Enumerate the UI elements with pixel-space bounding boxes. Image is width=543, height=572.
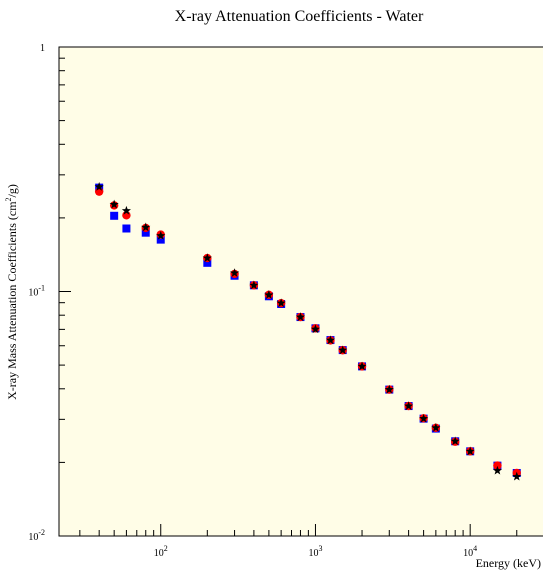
point-square — [141, 228, 150, 237]
tick-labels: 102 103 104 10-2 10-1 1 — [28, 43, 477, 559]
point-star — [94, 182, 104, 191]
axis-ticks — [59, 46, 518, 537]
point-circle — [493, 461, 502, 470]
y-axis-label-tail: /g) — [5, 184, 19, 197]
point-square — [203, 258, 212, 267]
point-star — [338, 345, 348, 355]
x-axis-label: Energy (keV) — [476, 556, 541, 570]
point-star — [465, 446, 475, 456]
point-star — [202, 253, 212, 262]
point-star — [357, 361, 367, 371]
point-star — [384, 384, 394, 394]
y-tick-label: 1 — [40, 43, 45, 54]
y-axis-label: X-ray Mass Attenuation Coefficients (cm2… — [4, 184, 19, 400]
plot-area — [58, 46, 543, 537]
point-star — [512, 471, 522, 481]
point-star — [404, 401, 414, 410]
point-star — [450, 436, 460, 446]
x-tick-label: 102 — [154, 544, 168, 559]
point-square — [122, 224, 131, 233]
point-star — [310, 324, 321, 334]
x-tick-label: 103 — [308, 544, 322, 559]
point-star — [431, 423, 441, 432]
point-star — [121, 205, 131, 215]
point-star — [295, 312, 306, 321]
point-star — [419, 413, 429, 423]
chart-title: X-ray Attenuation Coefficients - Water — [175, 8, 424, 25]
point-star — [276, 298, 286, 308]
point-star — [230, 268, 240, 277]
point-star — [264, 290, 274, 299]
point-square — [156, 235, 165, 244]
point-star — [325, 335, 336, 345]
point-star — [492, 465, 502, 475]
point-square — [110, 211, 119, 220]
y-axis-label-main: X-ray Mass Attenuation Coefficients (cm — [5, 201, 19, 400]
point-star — [249, 280, 259, 290]
point-star — [109, 199, 119, 209]
y-axis-label-sup: 2 — [4, 197, 13, 201]
y-tick-label: 10-2 — [28, 528, 45, 543]
data-points — [94, 182, 522, 481]
y-tick-label: 10-1 — [28, 284, 45, 299]
x-tick-label: 104 — [463, 544, 477, 559]
point-star — [156, 230, 166, 240]
point-star — [141, 222, 151, 232]
